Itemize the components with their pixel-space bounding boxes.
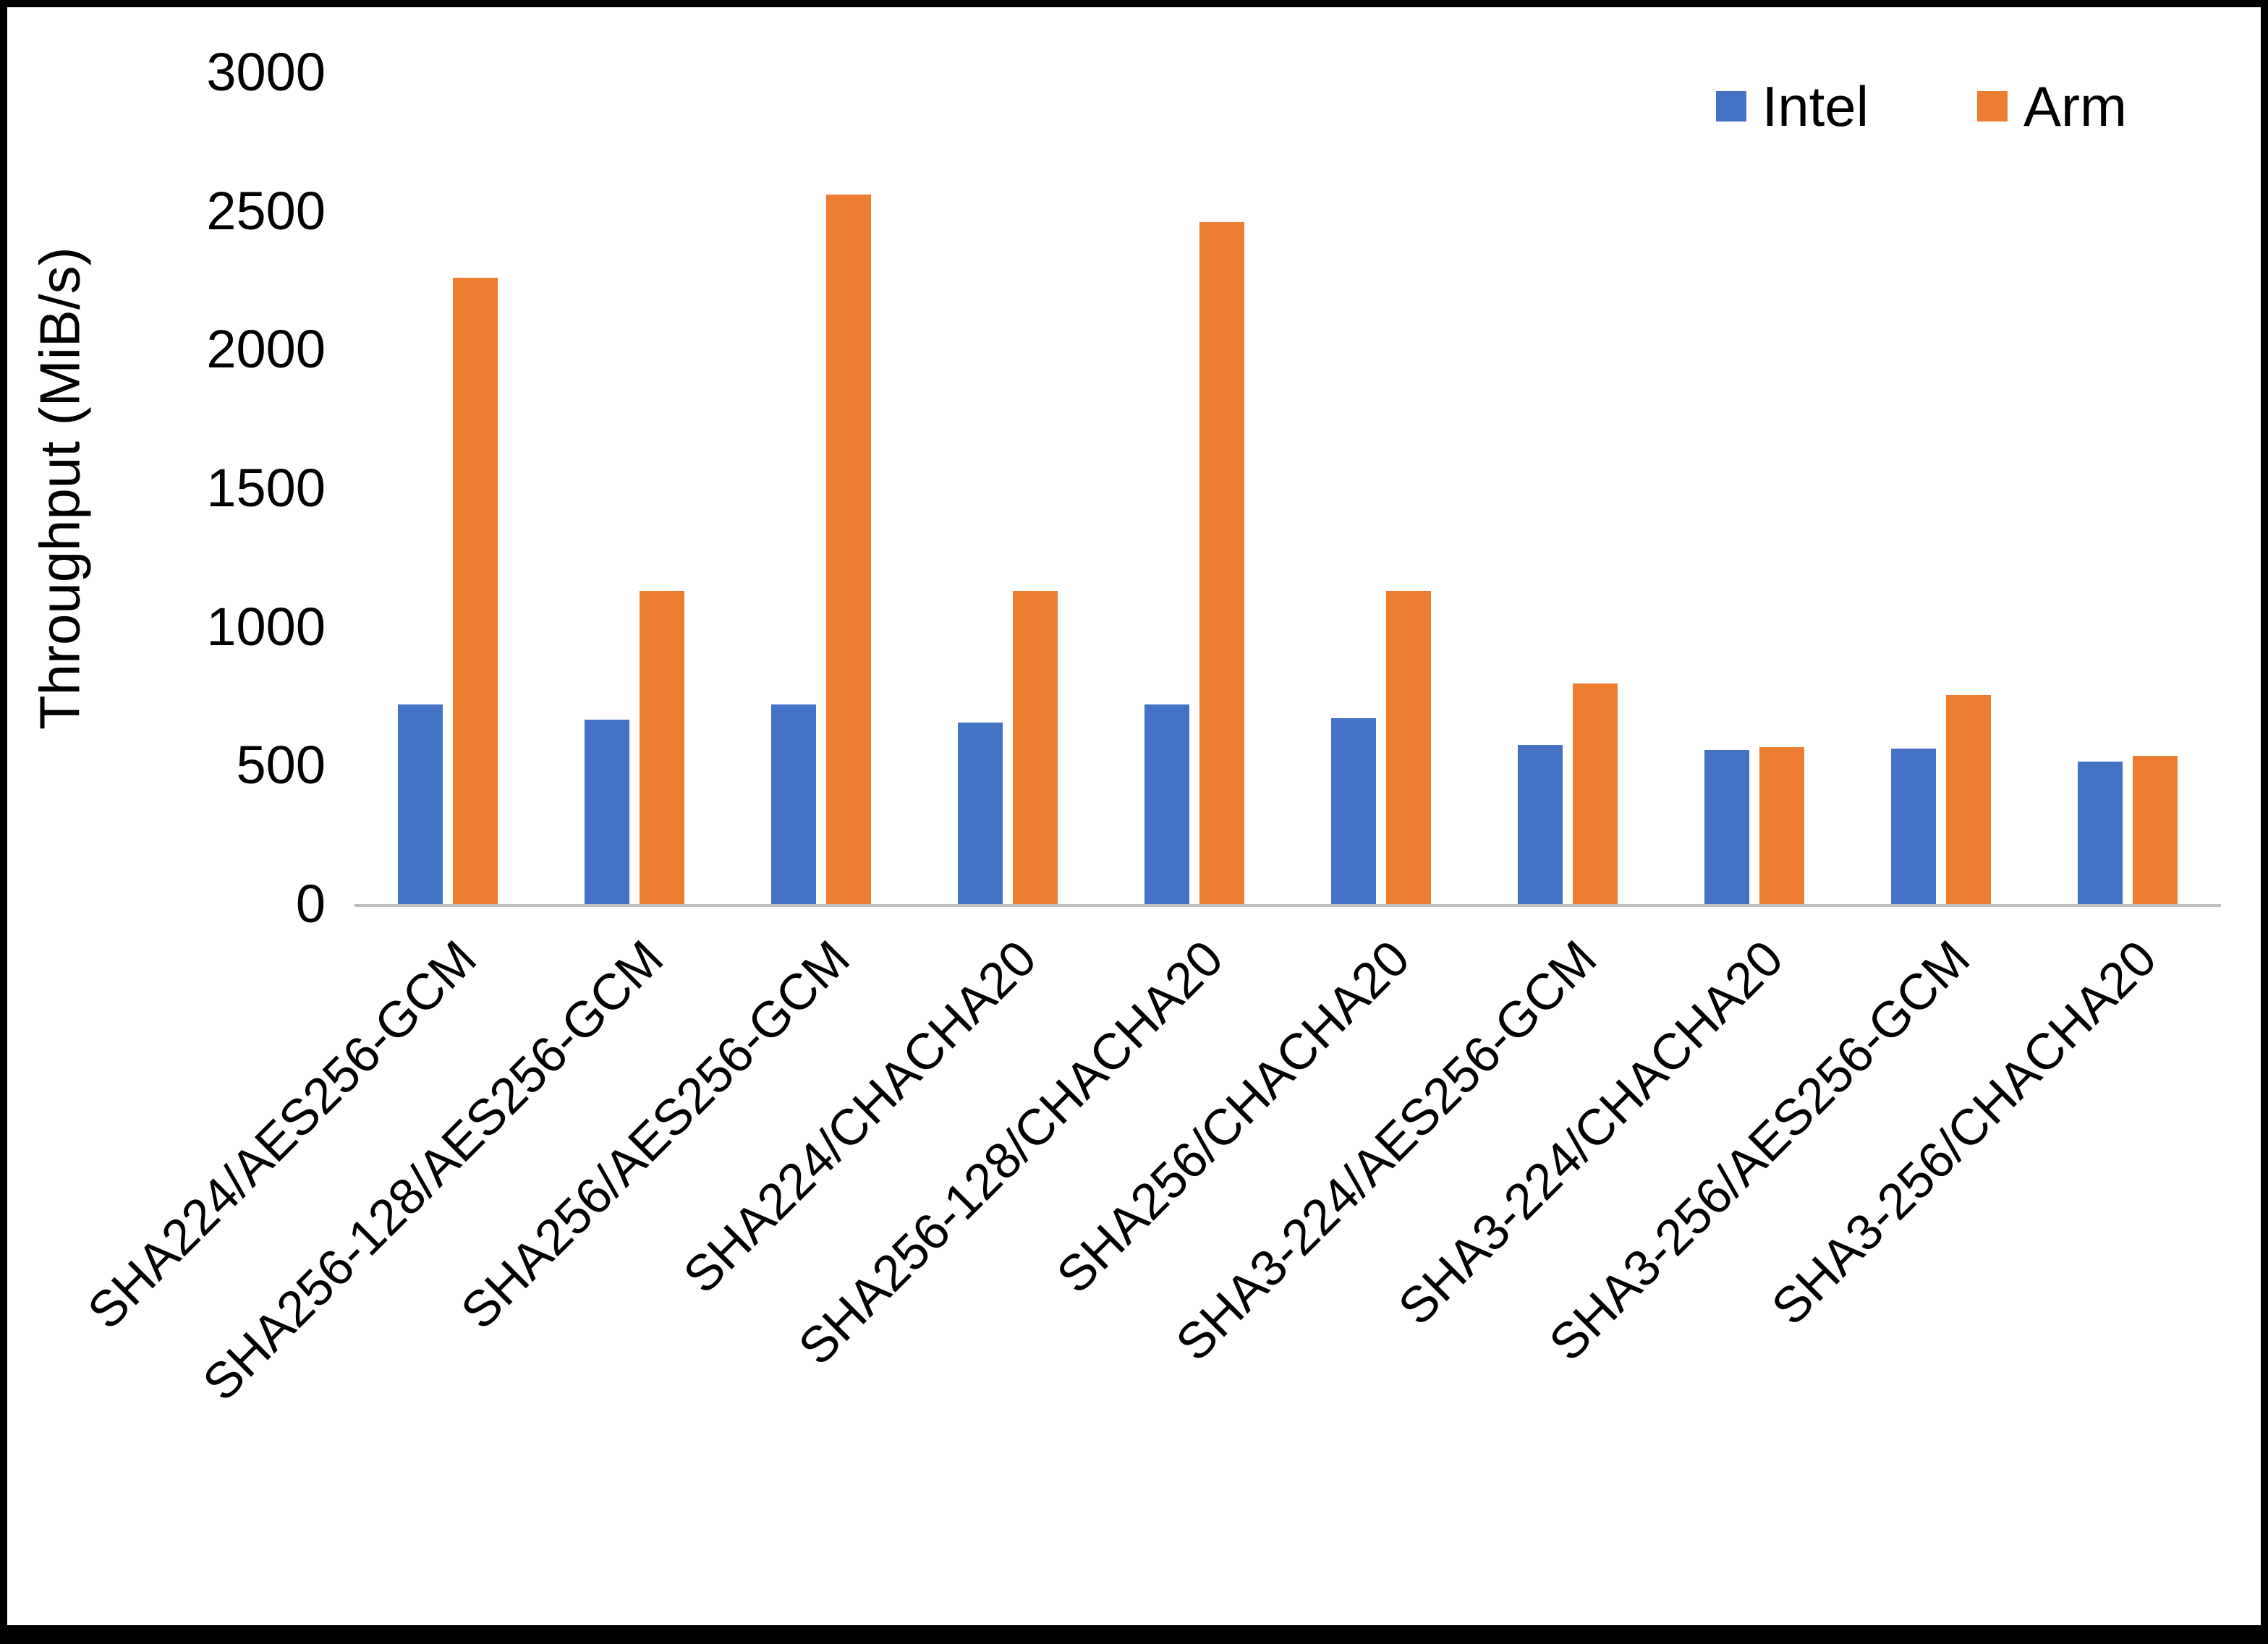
bar-group <box>1101 72 1288 904</box>
bar-intel <box>771 704 816 904</box>
y-tick-label: 500 <box>236 735 326 796</box>
x-axis-label-cell: SHA3-256/CHACHA20 <box>1761 919 2221 1541</box>
bar-group <box>728 72 914 904</box>
bar-intel <box>1144 704 1189 904</box>
plot-area: Intel Arm <box>354 72 2221 907</box>
x-axis-label: SHA224/AES256-GCM <box>77 929 488 1340</box>
bar-arm <box>826 194 871 904</box>
bar-arm <box>1573 683 1618 904</box>
legend-swatch-intel <box>1715 91 1746 122</box>
legend-item-intel: Intel <box>1715 74 1869 138</box>
legend-label: Arm <box>2023 74 2127 138</box>
y-axis-ticks: 0 500 1000 1500 2000 2500 3000 <box>116 46 326 931</box>
legend-swatch-arm <box>1977 91 2008 122</box>
bar-intel <box>2078 761 2123 904</box>
legend-item-arm: Arm <box>1977 78 2127 135</box>
bar-intel <box>1518 744 1563 904</box>
bar-group <box>1474 72 1661 904</box>
bar-arm <box>1013 590 1058 904</box>
bar-groups <box>354 72 2221 904</box>
x-axis-labels: SHA224/AES256-GCM SHA256-128/AES256-GCM SH… <box>77 919 2221 1541</box>
y-tick-label: 2000 <box>206 319 326 380</box>
legend-label: Intel <box>1762 74 1869 138</box>
legend: Intel Arm <box>1715 74 2127 138</box>
bar-group <box>1848 72 2034 904</box>
bar-intel <box>958 722 1003 904</box>
bar-arm <box>1946 694 1991 904</box>
bar-group <box>1661 72 1848 904</box>
y-tick-label: 2500 <box>206 180 326 241</box>
bar-group <box>354 72 541 904</box>
y-tick-label: 1500 <box>206 458 326 518</box>
bar-arm <box>1759 747 1804 904</box>
y-axis-title: Throughput (MiB/s) <box>27 247 92 730</box>
bar-intel <box>1331 718 1376 904</box>
y-tick-label: 0 <box>295 874 326 934</box>
y-tick-label: 1000 <box>206 596 326 657</box>
bar-intel <box>585 720 629 904</box>
bar-group <box>1288 72 1474 904</box>
bar-intel <box>1704 750 1749 904</box>
bar-arm <box>2133 755 2178 904</box>
bar-intel <box>398 704 443 904</box>
bar-group <box>2034 72 2221 904</box>
y-tick-label: 3000 <box>206 42 326 102</box>
bar-group <box>541 72 728 904</box>
bar-arm <box>1199 222 1244 904</box>
bar-group <box>914 72 1101 904</box>
bar-arm <box>453 277 498 904</box>
bar-arm <box>1386 590 1431 904</box>
bar-arm <box>640 590 684 904</box>
bar-intel <box>1891 749 1936 904</box>
